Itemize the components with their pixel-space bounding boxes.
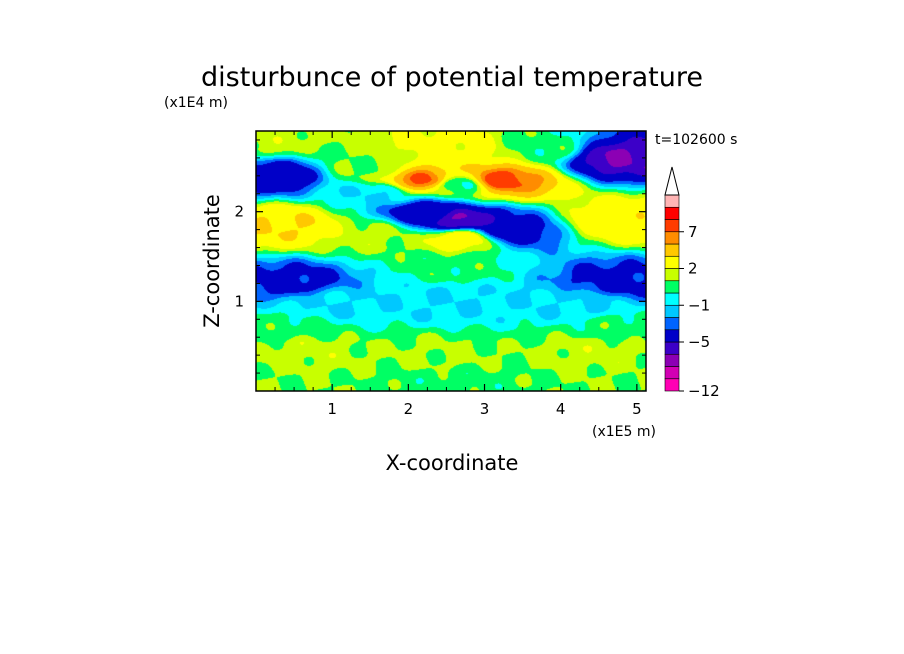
colorbar-tick-label: 2 xyxy=(688,260,698,278)
colorbar-segment xyxy=(664,292,680,306)
colorbar-segment xyxy=(664,304,680,318)
colorbar-segment xyxy=(664,378,680,392)
colorbar-segment xyxy=(664,243,680,257)
x-axis-label: X-coordinate xyxy=(386,451,519,475)
heatmap-field xyxy=(256,131,646,391)
colorbar-segment xyxy=(664,353,680,367)
colorbar-segment xyxy=(664,366,680,380)
y-tick-label: 2 xyxy=(234,203,244,221)
y-tick-label: 1 xyxy=(234,292,244,310)
y-axis-ticks: 12 xyxy=(234,139,646,374)
x-tick-label: 5 xyxy=(632,400,642,418)
plot-frame xyxy=(255,130,647,392)
colorbar-tick-label: −1 xyxy=(688,296,710,314)
colorbar-segment xyxy=(664,206,680,220)
x-tick-label: 2 xyxy=(404,400,414,418)
colorbar-extend-arrow xyxy=(664,166,680,196)
x-axis-ticks: 1 2 3 4 5 xyxy=(274,131,642,418)
colorbar-segment xyxy=(664,317,680,331)
colorbar-segment xyxy=(664,194,680,208)
colorbar-tick-label: −5 xyxy=(688,333,710,351)
colorbar: −12−5−127 xyxy=(664,166,720,400)
x-scale-label: (x1E5 m) xyxy=(592,424,656,440)
colorbar-segment xyxy=(664,280,680,294)
x-tick-label: 4 xyxy=(556,400,566,418)
colorbar-segment xyxy=(664,329,680,343)
colorbar-tick-label: −12 xyxy=(688,382,720,400)
colorbar-tick-label: 7 xyxy=(688,223,698,241)
y-axis-label: Z-coordinate xyxy=(200,194,224,328)
colorbar-segment xyxy=(664,341,680,355)
y-scale-label: (x1E4 m) xyxy=(164,95,228,111)
time-label: t=102600 s xyxy=(655,132,737,148)
chart-title: disturbunce of potential temperature xyxy=(201,62,703,93)
colorbar-segment xyxy=(664,231,680,245)
x-tick-label: 1 xyxy=(327,400,337,418)
x-tick-label: 3 xyxy=(480,400,490,418)
colorbar-segment xyxy=(664,219,680,233)
colorbar-segment xyxy=(664,255,680,269)
colorbar-segment xyxy=(664,268,680,282)
